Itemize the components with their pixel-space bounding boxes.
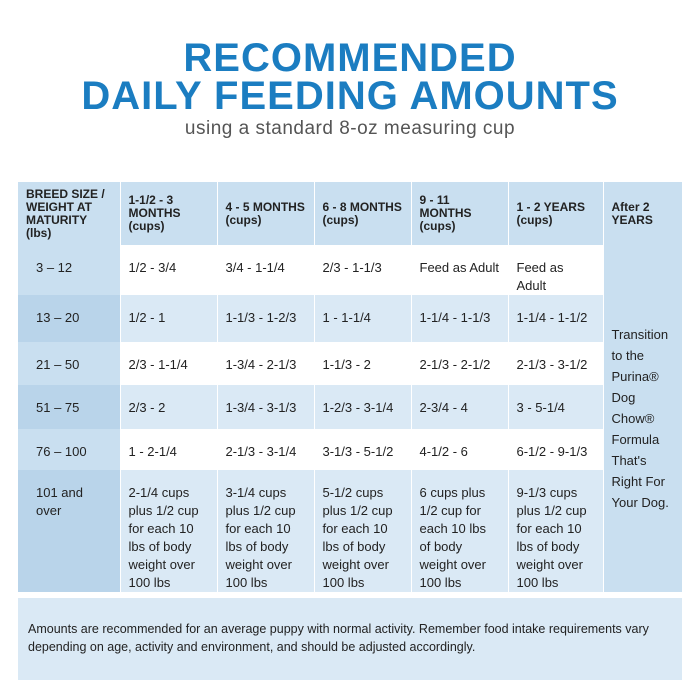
cell: 3-1/4 cups plus 1/2 cup for each 10 lbs … bbox=[217, 470, 315, 592]
table-row: 21 – 50 2/3 - 1-1/4 1-3/4 - 2-1/3 1-1/3 - 2… bbox=[18, 342, 682, 385]
cell: 1/2 - 1 bbox=[120, 295, 218, 342]
after-note: Transition to the Purina® Dog Chow® Form… bbox=[603, 245, 683, 592]
cell: 3 - 5-1/4 bbox=[508, 385, 604, 429]
header-row: BREED SIZE / WEIGHT AT MATURITY (lbs) 1-1… bbox=[18, 182, 683, 245]
cell: 3-1/3 - 5-1/2 bbox=[314, 429, 412, 470]
cell: 2-1/3 - 3-1/4 bbox=[217, 429, 315, 470]
cell: 1-3/4 - 3-1/3 bbox=[217, 385, 315, 429]
cell: 2/3 - 1-1/3 bbox=[314, 245, 412, 295]
cell: 1-2/3 - 3-1/4 bbox=[314, 385, 412, 429]
footnote: Amounts are recommended for an average p… bbox=[18, 598, 682, 680]
table-row: 3 – 12 1/2 - 3/4 3/4 - 1-1/4 2/3 - 1-1/3 Fee… bbox=[18, 245, 683, 592]
cell: 1-1/3 - 1-2/3 bbox=[217, 295, 315, 342]
cell: 2/3 - 1-1/4 bbox=[120, 342, 218, 385]
breed-size: 21 – 50 bbox=[18, 342, 121, 385]
cell: 2-3/4 - 4 bbox=[411, 385, 509, 429]
breed-size: 13 – 20 bbox=[18, 295, 121, 342]
feeding-table: BREED SIZE / WEIGHT AT MATURITY (lbs) 1-1… bbox=[18, 182, 683, 592]
cell: 1-1/4 - 1-1/2 bbox=[508, 295, 604, 342]
title: DAILY FEEDING AMOUNTS bbox=[81, 74, 619, 118]
column-header: 6 - 8 MONTHS (cups) bbox=[314, 182, 412, 245]
column-header: 4 - 5 MONTHS (cups) bbox=[217, 182, 315, 245]
cell: Feed as Adult bbox=[508, 245, 604, 295]
table-row: 51 – 75 2/3 - 2 1-3/4 - 3-1/3 1-2/3 - 3-1/4… bbox=[18, 385, 682, 429]
cell: 1 - 2-1/4 bbox=[120, 429, 218, 470]
cell: 2-1/3 - 2-1/2 bbox=[411, 342, 509, 385]
cell: 1-1/4 - 1-1/3 bbox=[411, 295, 509, 342]
subtitle: using a standard 8-oz measuring cup bbox=[184, 118, 516, 139]
column-header: 1-1/2 - 3 MONTHS (cups) bbox=[120, 182, 218, 245]
cell: 2-1/4 cups plus 1/2 cup for each 10 lbs … bbox=[120, 470, 218, 592]
breed-size: 3 – 12 bbox=[18, 245, 121, 295]
cell: 3/4 - 1-1/4 bbox=[217, 245, 315, 295]
cell: 6-1/2 - 9-1/3 bbox=[508, 429, 604, 470]
title: RECOMMENDED bbox=[183, 36, 517, 80]
breed-size: 101 and over bbox=[18, 470, 121, 592]
column-header: BREED SIZE / WEIGHT AT MATURITY (lbs) bbox=[18, 182, 121, 245]
column-header: After 2 YEARS bbox=[603, 182, 683, 245]
cell: 6 cups plus 1/2 cup for each 10 lbs of b… bbox=[411, 470, 509, 592]
table-row: 13 – 20 1/2 - 1 1-1/3 - 1-2/3 1 - 1-1/4 1-1/… bbox=[18, 295, 682, 342]
cell: 9-1/3 cups plus 1/2 cup for each 10 lbs … bbox=[508, 470, 604, 592]
cell: 4-1/2 - 6 bbox=[411, 429, 509, 470]
cell: Feed as Adult bbox=[411, 245, 509, 295]
cell: 5-1/2 cups plus 1/2 cup for each 10 lbs … bbox=[314, 470, 412, 592]
cell: 1 - 1-1/4 bbox=[314, 295, 412, 342]
column-header: 1 - 2 YEARS (cups) bbox=[508, 182, 604, 245]
column-header: 9 - 11 MONTHS (cups) bbox=[411, 182, 509, 245]
table-row: 101 and over 2-1/4 cups plus 1/2 cup for … bbox=[18, 470, 682, 592]
cell: 1-1/3 - 2 bbox=[314, 342, 412, 385]
cell: 1/2 - 3/4 bbox=[120, 245, 218, 295]
table-row: 76 – 100 1 - 2-1/4 2-1/3 - 3-1/4 3-1/3 - 5-… bbox=[18, 429, 682, 470]
cell: 2-1/3 - 3-1/2 bbox=[508, 342, 604, 385]
cell: 2/3 - 2 bbox=[120, 385, 218, 429]
breed-size: 51 – 75 bbox=[18, 385, 121, 429]
breed-size: 76 – 100 bbox=[18, 429, 121, 470]
cell: 1-3/4 - 2-1/3 bbox=[217, 342, 315, 385]
